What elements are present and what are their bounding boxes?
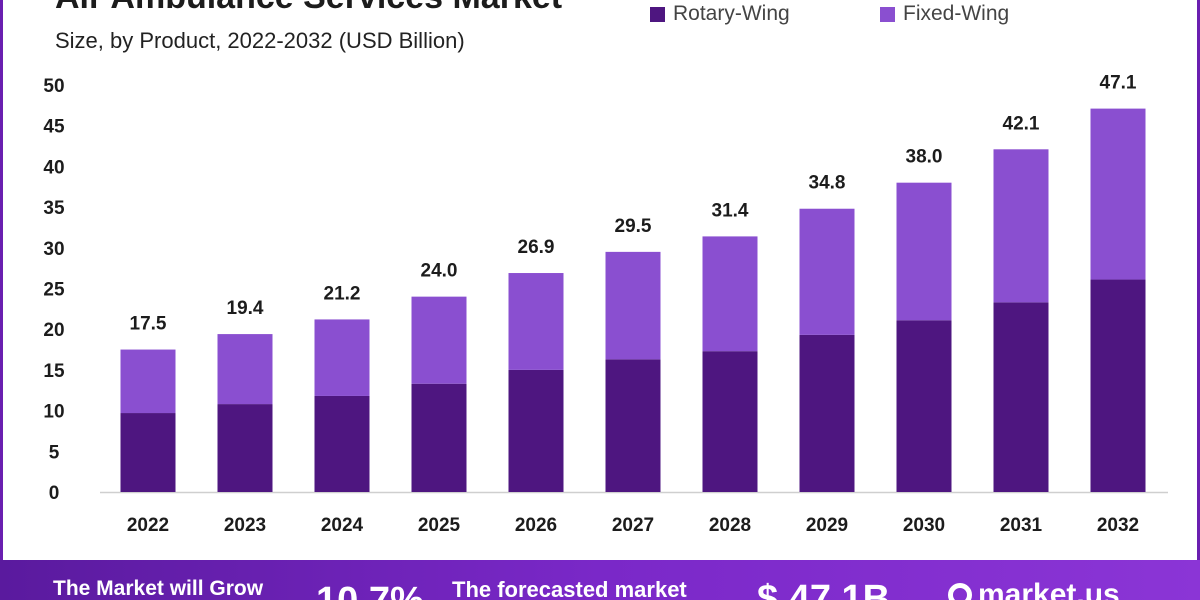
- y-tick-label: 25: [43, 280, 65, 301]
- legend-label-fixed-wing: Fixed-Wing: [903, 2, 1010, 25]
- bar-fixed-wing: [605, 251, 661, 360]
- footer-growth-label: The Market will Grow: [53, 577, 264, 600]
- bar-rotary-wing: [605, 359, 661, 492]
- bar-rotary-wing: [120, 413, 176, 492]
- y-tick-label: 40: [43, 157, 64, 178]
- bar-fixed-wing: [702, 236, 758, 352]
- y-tick-label: 10: [43, 402, 64, 423]
- y-tick-label: 50: [43, 76, 64, 97]
- legend-item-fixed-wing: Fixed-Wing: [880, 2, 1009, 26]
- x-tick-label: 2029: [806, 515, 848, 536]
- bar-total-label: 42.1: [1003, 113, 1040, 134]
- y-tick-label: 45: [43, 117, 65, 138]
- bar-fixed-wing: [508, 273, 564, 370]
- footer-growth-rate: 10.7%: [316, 580, 424, 600]
- bar-total-label: 24.0: [421, 261, 458, 282]
- x-tick-label: 2030: [903, 515, 945, 536]
- y-tick-label: 35: [43, 198, 65, 219]
- bar-total-label: 19.4: [227, 298, 264, 319]
- brand-name: market.us: [978, 578, 1120, 600]
- bar-rotary-wing: [508, 369, 564, 492]
- footer-banner: The Market will Grow 10.7% The forecaste…: [0, 560, 1200, 600]
- bar-rotary-wing: [411, 383, 467, 492]
- brand-logo-icon: [948, 583, 972, 600]
- legend-swatch-fixed-wing: [880, 6, 895, 22]
- bar-total-label: 29.5: [615, 216, 652, 237]
- bar-total-label: 26.9: [518, 237, 555, 258]
- bar-total-label: 17.5: [130, 314, 167, 335]
- bar-fixed-wing: [993, 149, 1049, 303]
- bar-rotary-wing: [896, 320, 952, 492]
- x-tick-label: 2027: [612, 515, 654, 536]
- brand-logo: market.us: [948, 578, 1120, 600]
- legend-label-rotary-wing: Rotary-Wing: [673, 2, 790, 25]
- x-tick-label: 2031: [1000, 515, 1043, 536]
- bar-rotary-wing: [217, 404, 273, 492]
- bar-total-label: 47.1: [1100, 73, 1137, 94]
- x-tick-label: 2028: [709, 515, 751, 536]
- y-tick-label: 15: [43, 361, 65, 382]
- footer-forecast-label: The forecasted market: [452, 577, 687, 600]
- x-tick-label: 2032: [1097, 515, 1139, 536]
- chart-subtitle: Size, by Product, 2022-2032 (USD Billion…: [55, 28, 465, 53]
- y-tick-label: 5: [49, 442, 60, 463]
- bar-rotary-wing: [993, 302, 1049, 492]
- y-tick-label: 20: [43, 320, 64, 341]
- bar-rotary-wing: [799, 334, 855, 492]
- bar-fixed-wing: [411, 296, 467, 384]
- bar-fixed-wing: [314, 319, 370, 396]
- bar-total-label: 34.8: [809, 173, 846, 194]
- chart-title: Air Ambulance Services Market: [55, 0, 562, 17]
- x-tick-label: 2025: [418, 515, 461, 536]
- legend-swatch-rotary-wing: [650, 6, 665, 22]
- x-tick-label: 2022: [127, 515, 169, 536]
- bar-rotary-wing: [314, 395, 370, 492]
- bar-rotary-wing: [702, 351, 758, 492]
- bar-fixed-wing: [896, 182, 952, 321]
- bar-total-label: 21.2: [324, 283, 361, 304]
- footer-forecast-value: $ 47.1B: [757, 578, 891, 600]
- stacked-bar-chart: 0510152025303540455017.5202219.4202321.2…: [43, 73, 1168, 536]
- bar-total-label: 31.4: [712, 200, 749, 221]
- x-tick-label: 2026: [515, 515, 557, 536]
- bar-rotary-wing: [1090, 279, 1146, 492]
- bar-fixed-wing: [217, 334, 273, 405]
- bar-fixed-wing: [120, 349, 176, 414]
- bar-fixed-wing: [1090, 108, 1146, 280]
- bar-total-label: 38.0: [906, 147, 943, 168]
- y-tick-label: 30: [43, 239, 64, 260]
- x-tick-label: 2024: [321, 515, 364, 536]
- y-tick-label: 0: [49, 483, 60, 504]
- bar-fixed-wing: [799, 208, 855, 335]
- x-tick-label: 2023: [224, 515, 266, 536]
- legend-item-rotary-wing: Rotary-Wing: [650, 2, 790, 26]
